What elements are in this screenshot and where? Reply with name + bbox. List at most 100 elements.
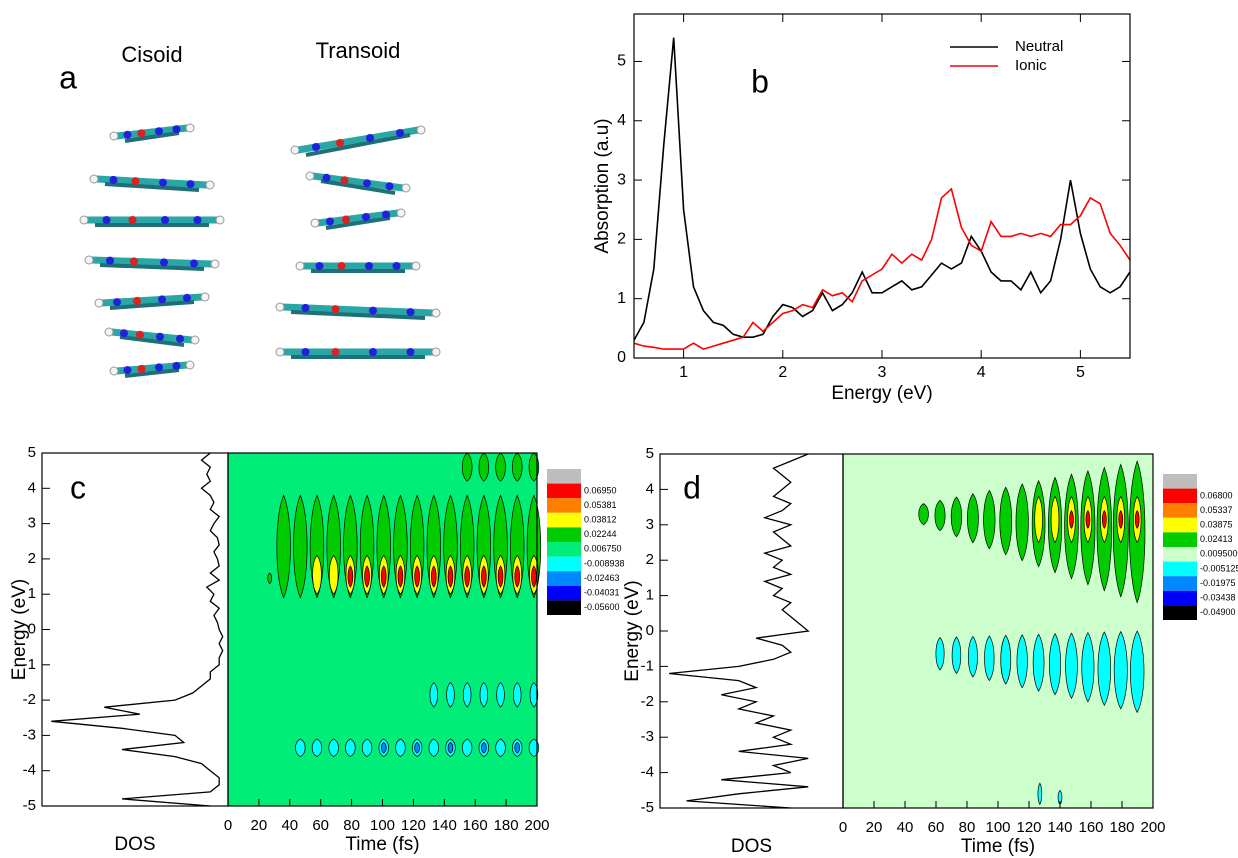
contour-region: [1069, 510, 1074, 529]
x-tick-label: 160: [1078, 819, 1103, 836]
atom: [155, 363, 163, 372]
contour-region: [446, 681, 455, 708]
contour-region: [1015, 483, 1029, 562]
contour-region: [1016, 634, 1028, 689]
colorbar-label: 0.02244: [584, 529, 617, 539]
contour-region: [461, 738, 473, 757]
contour-region: [428, 738, 440, 757]
atom: [431, 347, 441, 357]
data-line: [633, 187, 1131, 350]
bond: [109, 300, 195, 310]
atom: [295, 261, 305, 271]
contour-region: [512, 681, 522, 708]
contour-region: [267, 572, 273, 585]
x-tick-label: 60: [928, 819, 945, 836]
x-axis-label: Time (fs): [345, 834, 419, 855]
contour-region: [1113, 630, 1128, 710]
y-tick-label: 1: [617, 290, 626, 307]
atom: [158, 295, 166, 304]
atom: [340, 176, 349, 185]
contour-region: [328, 554, 339, 595]
contour-region: [1050, 495, 1060, 544]
bond: [124, 368, 180, 378]
y-tick-label: 4: [617, 112, 626, 129]
y-tick-label: 1: [646, 587, 654, 604]
atom: [301, 348, 310, 356]
colorbar-label: 0.06950: [584, 485, 617, 495]
bond: [104, 182, 200, 192]
bond: [325, 216, 391, 230]
atom: [369, 348, 377, 356]
atom: [123, 366, 132, 375]
colorbar-swatch: [547, 542, 581, 557]
atom: [84, 255, 94, 265]
bond: [320, 179, 396, 195]
colorbar-label: -0.01975: [1200, 578, 1236, 588]
y-tick-label: -5: [23, 797, 36, 814]
x-tick-label: 2: [778, 364, 787, 381]
contour-region: [1118, 510, 1124, 529]
contour-region: [966, 493, 979, 544]
atom: [401, 183, 411, 193]
contour-region: [1037, 782, 1043, 806]
bond: [99, 263, 205, 271]
colorbar-label: 0.03875: [1200, 519, 1233, 529]
atom: [155, 127, 163, 136]
colorbar-label: 0.06800: [1200, 490, 1233, 500]
contour-region: [461, 452, 473, 482]
atom: [186, 180, 195, 189]
contour-region: [1000, 634, 1012, 685]
contour-region: [447, 742, 454, 754]
y-tick-label: 2: [617, 231, 626, 248]
contour-region: [395, 738, 406, 757]
atom: [185, 123, 195, 133]
contour-region: [478, 452, 490, 482]
colorbar-swatch: [547, 483, 581, 499]
contour-region: [380, 565, 387, 588]
contour-region: [295, 738, 306, 757]
colorbar-swatch: [1163, 605, 1197, 620]
y-tick-label: 5: [646, 445, 654, 462]
y-tick-label: 5: [28, 444, 36, 461]
atom: [315, 262, 324, 270]
atom: [331, 348, 340, 356]
atom: [104, 327, 114, 337]
x-tick-label: 80: [959, 819, 976, 836]
colorbar-swatch: [1163, 547, 1197, 562]
contour-region: [497, 565, 504, 588]
atom: [200, 292, 210, 302]
atom: [382, 210, 390, 219]
molecule-layer: [275, 347, 441, 359]
molecule-layer: [79, 215, 225, 227]
contour-region: [496, 681, 505, 708]
atom: [160, 258, 168, 267]
y-axis-label: Absorption (a.u): [592, 118, 613, 253]
x-tick-label: 0: [224, 817, 232, 834]
atom: [109, 366, 119, 376]
structure-title: Transoid: [316, 38, 401, 63]
x-tick-label: 40: [281, 817, 298, 834]
x-tick-label: 40: [897, 819, 914, 836]
contour-region: [328, 738, 339, 757]
contour-region: [479, 681, 489, 708]
atom: [109, 131, 119, 141]
y-tick-label: 2: [28, 550, 36, 567]
x-tick-label: 200: [524, 817, 549, 834]
colorbar-swatch: [1163, 488, 1197, 504]
contour-region: [1034, 495, 1043, 544]
contour-region: [481, 565, 487, 588]
colorbar-swatch: [1163, 517, 1197, 533]
x-tick-label: 120: [401, 817, 426, 834]
contour-region: [1032, 633, 1045, 692]
molecule-layer: [275, 302, 441, 320]
y-tick-label: -5: [641, 799, 654, 816]
colorbar-swatch: [547, 585, 581, 601]
x-tick-label: 0: [839, 819, 847, 836]
atom: [411, 261, 421, 271]
atom: [79, 215, 89, 225]
contour-region: [950, 496, 963, 538]
contour-region: [1065, 632, 1078, 699]
molecule-layer: [305, 171, 411, 195]
atom: [331, 305, 340, 314]
